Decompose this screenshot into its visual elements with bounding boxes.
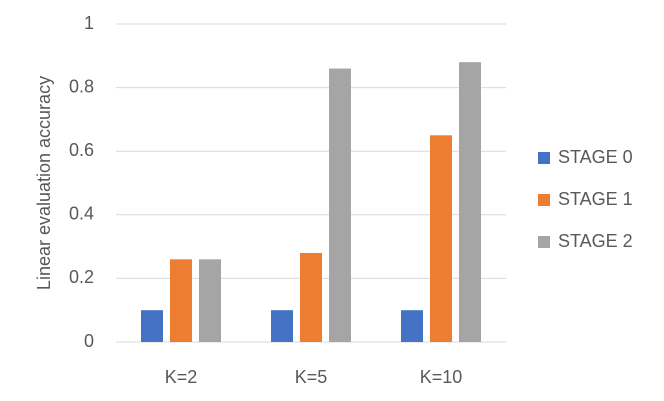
bar: [271, 310, 293, 342]
legend-swatch: [538, 194, 550, 206]
legend-swatch: [538, 236, 550, 248]
bar: [300, 252, 322, 342]
y-tick-label: 0.6: [69, 140, 94, 160]
y-tick-label: 1: [84, 13, 94, 33]
bar: [401, 310, 423, 342]
x-tick-label: K=5: [295, 367, 328, 387]
x-tick-label: K=2: [165, 367, 198, 387]
bar: [329, 68, 351, 343]
x-tick-label: K=10: [420, 367, 463, 387]
legend-label: STAGE 2: [558, 231, 633, 251]
bar: [199, 259, 221, 342]
bar: [170, 259, 192, 342]
y-axis-label: Linear evaluation accuracy: [34, 76, 54, 290]
y-tick-label: 0.2: [69, 267, 94, 287]
y-tick-label: 0: [84, 331, 94, 351]
y-tick-label: 0.4: [69, 204, 94, 224]
legend-label: STAGE 0: [558, 147, 633, 167]
bar: [430, 135, 452, 342]
bar: [459, 62, 481, 342]
legend-swatch: [538, 152, 550, 164]
y-tick-label: 0.8: [69, 76, 94, 96]
legend-label: STAGE 1: [558, 189, 633, 209]
bar: [141, 310, 163, 342]
